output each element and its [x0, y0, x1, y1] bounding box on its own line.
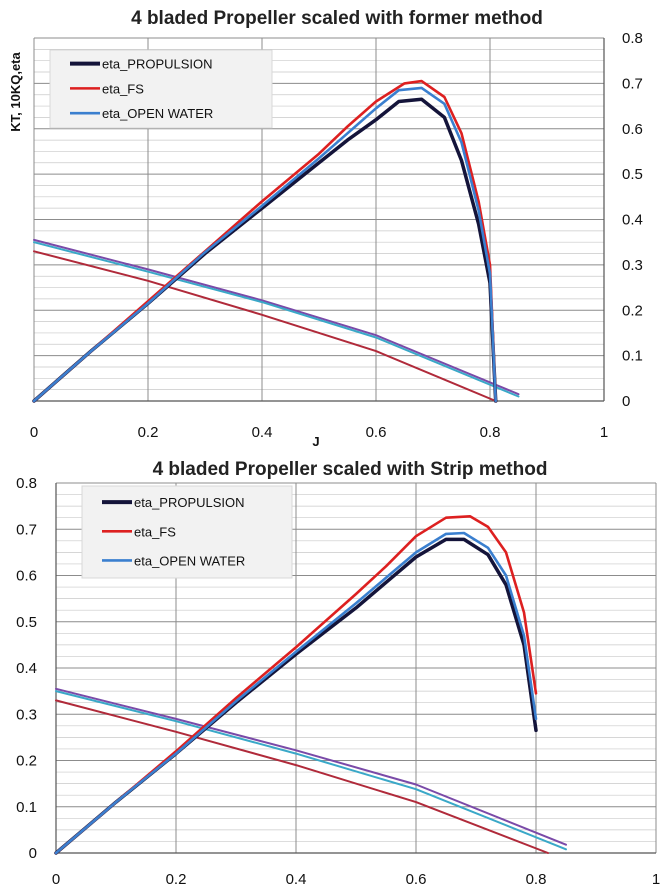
y-tick-label: 0.3 [16, 706, 37, 723]
y-tick-label: 0.4 [622, 212, 643, 229]
legend-label: eta_PROPULSION [102, 57, 213, 72]
x-tick-label: 0.2 [166, 871, 187, 888]
kt-series-5-line [55, 699, 549, 854]
y-tick-label: 0.2 [16, 753, 37, 770]
kt-series-5-line [33, 250, 497, 402]
y-tick-label: 0.1 [16, 799, 37, 816]
x-tick-label: 0.2 [138, 424, 159, 441]
legend-label: eta_FS [102, 81, 144, 96]
x-tick-label: 1 [652, 871, 660, 888]
y-tick-label: 0.7 [622, 75, 643, 92]
chart-strip-method: 4 bladed Propeller scaled with Strip met… [16, 459, 660, 888]
x-tick-label: 1 [600, 424, 608, 441]
x-tick-label: 0.8 [480, 424, 501, 441]
legend-label: eta_PROPULSION [134, 495, 245, 510]
y-tick-label: 0 [29, 845, 37, 862]
y-tick-label: 0.3 [622, 257, 643, 274]
kt-series-3-line [33, 238, 520, 396]
chart-former-method: 4 bladed Propeller scaled with former me… [8, 8, 643, 449]
y-axis-label: KT, 10KQ,eta [8, 51, 23, 131]
eta-open-water-line [32, 86, 497, 403]
x-axis-label: J [312, 434, 319, 449]
chart-title: 4 bladed Propeller scaled with Strip met… [153, 459, 548, 480]
kt-series-3-line [55, 687, 567, 846]
y-tick-label: 0.8 [622, 30, 643, 47]
y-tick-label: 0.5 [622, 166, 643, 183]
eta-open-water-line [54, 531, 538, 855]
chart-title: 4 bladed Propeller scaled with former me… [131, 8, 543, 29]
y-tick-label: 0.7 [16, 521, 37, 538]
legend: eta_PROPULSION eta_FS eta_OPEN WATER [49, 49, 273, 129]
x-tick-label: 0 [52, 871, 60, 888]
legend-label: eta_OPEN WATER [102, 106, 213, 121]
y-tick-label: 0.4 [16, 660, 37, 677]
x-tick-label: 0.4 [252, 424, 273, 441]
kt-series-4-line [33, 241, 520, 398]
x-tick-label: 0 [30, 424, 38, 441]
x-tick-label: 0.6 [366, 424, 387, 441]
y-tick-label: 0.5 [16, 614, 37, 631]
y-tick-label: 0.8 [16, 475, 37, 492]
x-tick-label: 0.4 [286, 871, 307, 888]
legend-label: eta_FS [134, 524, 176, 539]
y-tick-label: 0 [622, 393, 630, 410]
legend: eta_PROPULSION eta_FS eta_OPEN WATER [81, 485, 293, 579]
kt-series-4-line [55, 690, 567, 851]
y-tick-label: 0.2 [622, 302, 643, 319]
x-tick-label: 0.6 [406, 871, 427, 888]
x-tick-label: 0.8 [526, 871, 547, 888]
y-tick-label: 0.6 [16, 568, 37, 585]
y-tick-label: 0.1 [622, 348, 643, 365]
legend-label: eta_OPEN WATER [134, 553, 245, 568]
y-tick-label: 0.6 [622, 121, 643, 138]
